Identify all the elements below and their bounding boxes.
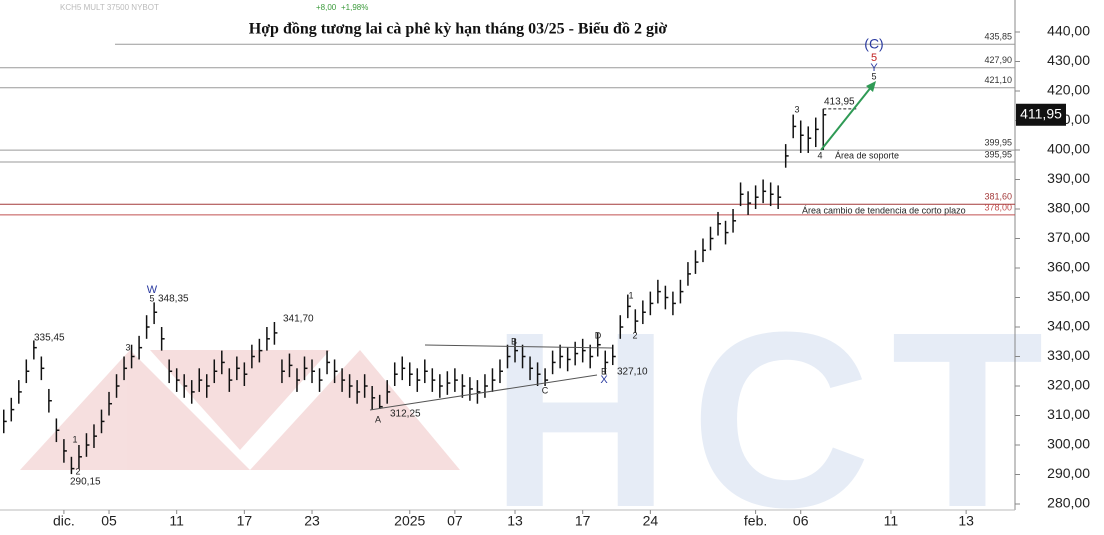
y-tick-label: 310,00 <box>1047 406 1090 422</box>
y-tick-label: 320,00 <box>1047 377 1090 393</box>
trend-line <box>424 344 613 349</box>
y-tick-label: 420,00 <box>1047 82 1090 98</box>
x-tick-label: 13 <box>958 513 974 529</box>
price-label: 327,10 <box>617 367 648 378</box>
change-pct: +1,98% <box>341 3 368 12</box>
y-tick-label: 440,00 <box>1047 23 1090 39</box>
y-tick-label: 290,00 <box>1047 465 1090 481</box>
y-tick-label: 350,00 <box>1047 288 1090 304</box>
x-tick-label: 17 <box>575 513 591 529</box>
arrow-head <box>866 81 876 92</box>
wave-label: 3 <box>125 342 130 352</box>
level-label: 399,95 <box>984 138 1012 148</box>
level-label: 381,60 <box>984 192 1012 202</box>
wave-label: C <box>542 385 549 395</box>
y-tick-label: 430,00 <box>1047 52 1090 68</box>
x-tick-label: 13 <box>507 513 523 529</box>
y-tick-label: 400,00 <box>1047 141 1090 157</box>
wave-label: 1 <box>72 434 77 444</box>
y-tick-label: 340,00 <box>1047 318 1090 334</box>
wave-label: 5 <box>149 293 154 303</box>
x-tick-label: 05 <box>101 513 117 529</box>
level-label: 421,10 <box>984 75 1012 85</box>
wave-label: 4 <box>817 150 822 160</box>
x-tick-label: dic. <box>53 513 75 529</box>
wave-label: D <box>595 330 602 340</box>
change: +8,00 <box>316 3 337 12</box>
wave-label: X <box>600 374 608 386</box>
x-tick-label: 06 <box>793 513 809 529</box>
watermark-shape <box>250 350 460 470</box>
level-label: 427,90 <box>984 55 1012 65</box>
y-tick-label: 370,00 <box>1047 229 1090 245</box>
x-tick-label: 17 <box>237 513 253 529</box>
wave-label: B <box>511 336 517 346</box>
last-price-box <box>1016 103 1066 126</box>
level-label: 378,00 <box>984 202 1012 212</box>
last-price-label: 411,95 <box>1020 105 1062 121</box>
projection-arrow <box>820 85 873 151</box>
price-label: 413,95 <box>824 97 855 108</box>
price-label: 312,25 <box>390 409 421 420</box>
wave-label: A <box>375 414 381 424</box>
area-label: Área de soporte <box>835 150 899 160</box>
wave-label: 5 <box>871 71 876 81</box>
wave-label: 3 <box>794 104 799 114</box>
wave-label: (C) <box>864 36 883 52</box>
y-tick-label: 280,00 <box>1047 495 1090 511</box>
y-tick-label: 380,00 <box>1047 200 1090 216</box>
watermark-shape <box>150 350 330 450</box>
wave-label: 1 <box>628 290 633 300</box>
y-tick-label: 330,00 <box>1047 347 1090 363</box>
x-tick-label: 07 <box>447 513 463 529</box>
wave-label: 5 <box>871 52 877 64</box>
x-tick-label: feb. <box>744 513 767 529</box>
chart-title: Hợp đồng tương lai cà phê kỳ hạn tháng 0… <box>249 21 668 38</box>
price-label: 290,15 <box>70 477 101 488</box>
area-label: Área cambio de tendencia de corto plazo <box>802 205 966 215</box>
y-tick-label: 390,00 <box>1047 170 1090 186</box>
price-label: 335,45 <box>34 333 65 344</box>
wave-label: 2 <box>75 466 80 476</box>
x-tick-label: 2025 <box>394 513 425 529</box>
wave-label: Y <box>870 62 878 74</box>
watermark-text: HCT <box>490 280 1064 535</box>
watermark: HCT <box>20 280 1064 535</box>
x-tick-label: 11 <box>884 513 899 529</box>
x-tick-label: 11 <box>169 513 184 529</box>
level-label: 395,95 <box>984 149 1012 159</box>
x-tick-label: 23 <box>304 513 320 529</box>
symbol-header: KCH5 MULT 37500 NYBOT <box>60 3 159 12</box>
y-tick-label: 300,00 <box>1047 436 1090 452</box>
x-tick-label: 24 <box>643 513 659 529</box>
price-label: 348,35 <box>158 294 189 305</box>
y-tick-label: 360,00 <box>1047 259 1090 275</box>
trend-line <box>369 374 598 411</box>
wave-label: 2 <box>632 330 637 340</box>
price-label: 341,70 <box>283 314 314 325</box>
level-label: 435,85 <box>984 32 1012 42</box>
wave-label: E <box>601 366 607 376</box>
wave-label: W <box>147 284 158 296</box>
watermark-shape <box>20 350 250 470</box>
